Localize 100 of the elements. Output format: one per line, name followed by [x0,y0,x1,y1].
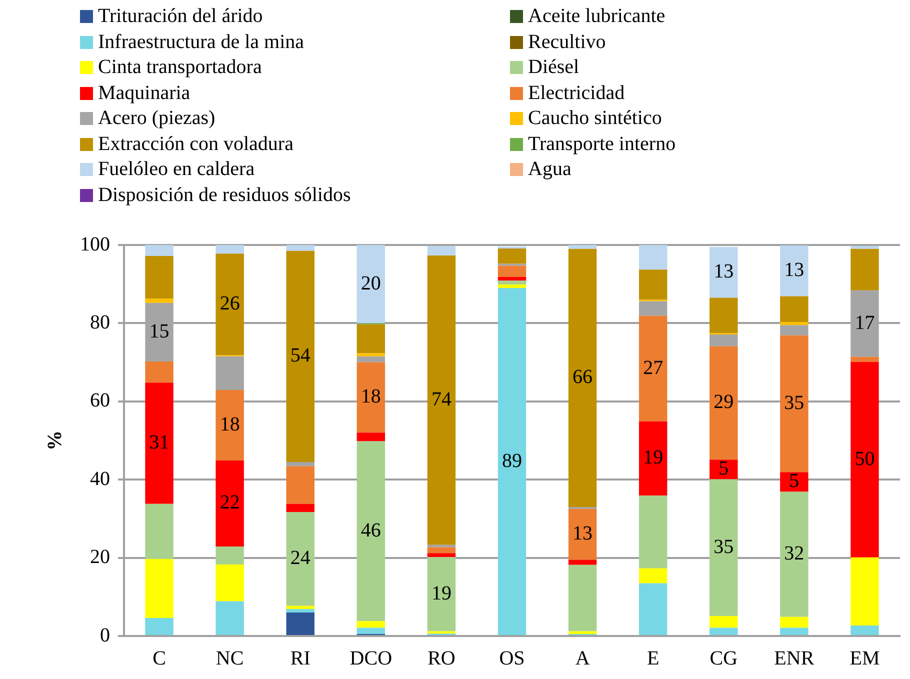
bar [780,492,808,617]
legend-label: Cinta transportadora [98,55,262,80]
bar [638,270,668,300]
data-label: 18 [360,386,381,408]
bar [216,460,244,546]
data-label: 29 [714,391,734,414]
bar [780,472,808,492]
bar [145,362,174,383]
y-tick-label: 100 [80,233,110,256]
bar [427,256,456,545]
data-label: 24 [290,547,310,570]
x-tick-label: OS [499,647,525,670]
bar [356,362,386,433]
data-label: 46 [360,519,381,542]
bar [286,245,314,251]
data-label: 15 [149,320,170,342]
bar [498,248,526,264]
bar [850,356,879,362]
bar [286,609,314,613]
x-tick-label: DCO [350,647,392,670]
bar [145,298,174,303]
bar [356,245,386,324]
data-label: 31 [149,431,170,454]
legend-label: Agua [528,157,572,182]
x-tick-label: A [575,647,590,670]
bar [568,560,597,565]
x-tick-label: RI [290,647,310,670]
bar [638,245,668,270]
data-label: 13 [572,522,593,545]
data-label: 89 [502,450,522,472]
data-label: 74 [431,388,452,410]
legend-label: Transporte interno [528,132,676,156]
data-label: 13 [714,260,734,283]
data-label: 32 [784,542,804,565]
bar [780,325,808,336]
bar [145,618,174,635]
bar [216,390,244,460]
bar [850,248,879,290]
bar [356,621,386,628]
data-label: 66 [572,366,593,388]
bar [568,248,597,507]
bar [356,353,386,356]
data-label: 18 [220,414,240,436]
x-tick-label: CG [710,647,738,670]
bar [568,245,597,249]
data-label: 19 [643,446,664,469]
legend-label: Infraestructura de la mina [98,30,304,54]
y-tick-label: 60 [90,390,110,412]
bar [638,583,668,635]
bar [498,280,526,284]
bar [427,547,456,554]
bar [286,250,314,462]
bar [710,298,738,333]
legend-label: Diésel [528,55,580,80]
bar [850,362,879,558]
y-axis-title: % [44,430,66,450]
bar [145,558,174,618]
x-tick-label: RO [428,647,456,670]
bar [638,496,668,568]
data-label: 5 [718,458,729,480]
data-label: 26 [220,292,240,315]
bar [216,546,244,564]
data-label: 13 [784,259,804,282]
bar [568,508,597,560]
bar [498,277,526,281]
y-tick-label: 0 [100,624,110,646]
bar [710,246,738,298]
bar [638,568,668,584]
y-tick-label: 40 [90,468,110,490]
bar [568,564,597,632]
legend-label: Recultivo [528,30,606,54]
bar [286,462,314,466]
bar [427,557,456,632]
bar [638,316,668,422]
bar [145,504,174,559]
bar [356,356,386,362]
bar [356,628,386,634]
legend-label: Trituración del árido [98,4,263,29]
bar [780,616,808,628]
bar [780,245,808,296]
bar [780,335,808,472]
bar [216,245,244,254]
legend-label: Disposición de residuos sólidos [98,182,351,208]
x-tick-label: EM [850,647,880,670]
bar [286,466,314,504]
bar [710,479,738,616]
data-label: 54 [290,344,310,367]
bar [286,606,314,610]
bar [568,631,597,634]
bar [356,324,386,354]
legend-label: Maquinaria [98,80,190,106]
data-label: 20 [360,272,381,294]
bar [498,284,526,288]
data-label: 5 [789,470,800,492]
bar [638,301,668,316]
data-label: 22 [220,492,240,514]
data-label: 19 [431,582,452,604]
bar [638,421,668,496]
bar [498,266,526,278]
bar [356,432,386,442]
